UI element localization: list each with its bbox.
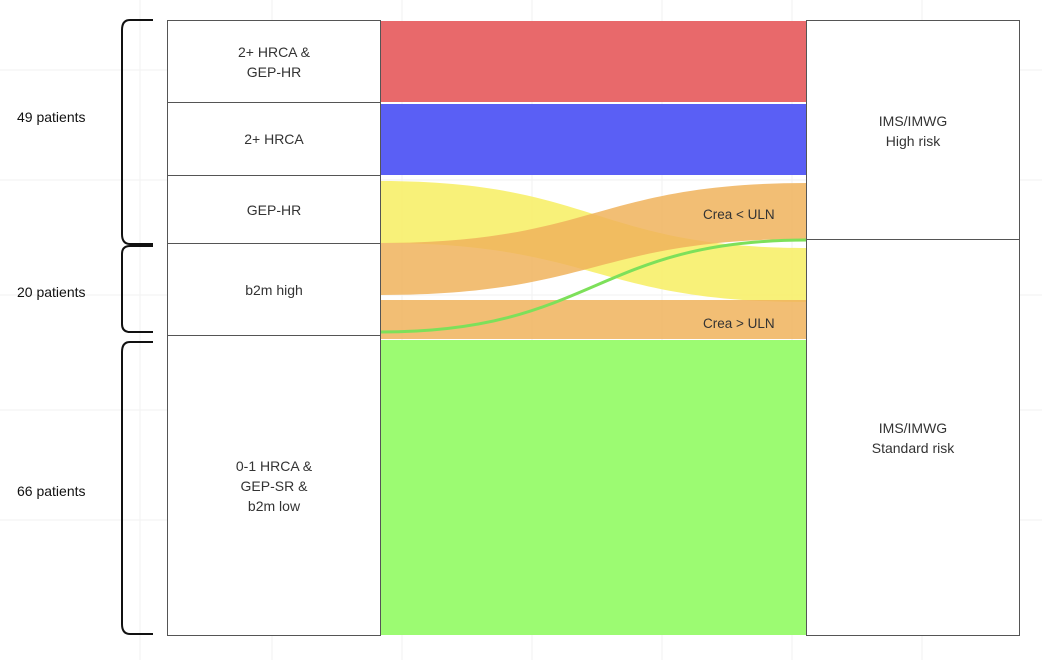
brace-group [121,19,153,635]
flow-label-crea-low: Crea < ULN [703,207,775,222]
group-label-49: 49 patients [17,109,86,125]
flow-standard [380,340,807,635]
brace-66 [121,341,153,635]
flow-b2m-crea-high [380,300,807,339]
node-ims-high-risk: IMS/IMWG High risk [806,20,1020,241]
group-label-20: 20 patients [17,284,86,300]
node-2hrca-gephr: 2+ HRCA & GEP-HR [167,20,381,103]
flow-thin-line [379,238,808,334]
brace-49 [121,19,153,245]
node-2hrca: 2+ HRCA [167,102,381,176]
node-low-risk: 0-1 HRCA & GEP-SR & b2m low [167,335,381,636]
flow-b2m-crea-low [380,183,807,295]
node-b2m-high: b2m high [167,243,381,336]
flow-label-crea-high: Crea > ULN [703,316,775,331]
flow-2hrca-gephr [380,21,807,102]
brace-20 [121,245,153,333]
node-ims-standard-risk: IMS/IMWG Standard risk [806,239,1020,636]
flow-2hrca [380,104,807,175]
node-gephr: GEP-HR [167,175,381,244]
group-label-66: 66 patients [17,483,86,499]
